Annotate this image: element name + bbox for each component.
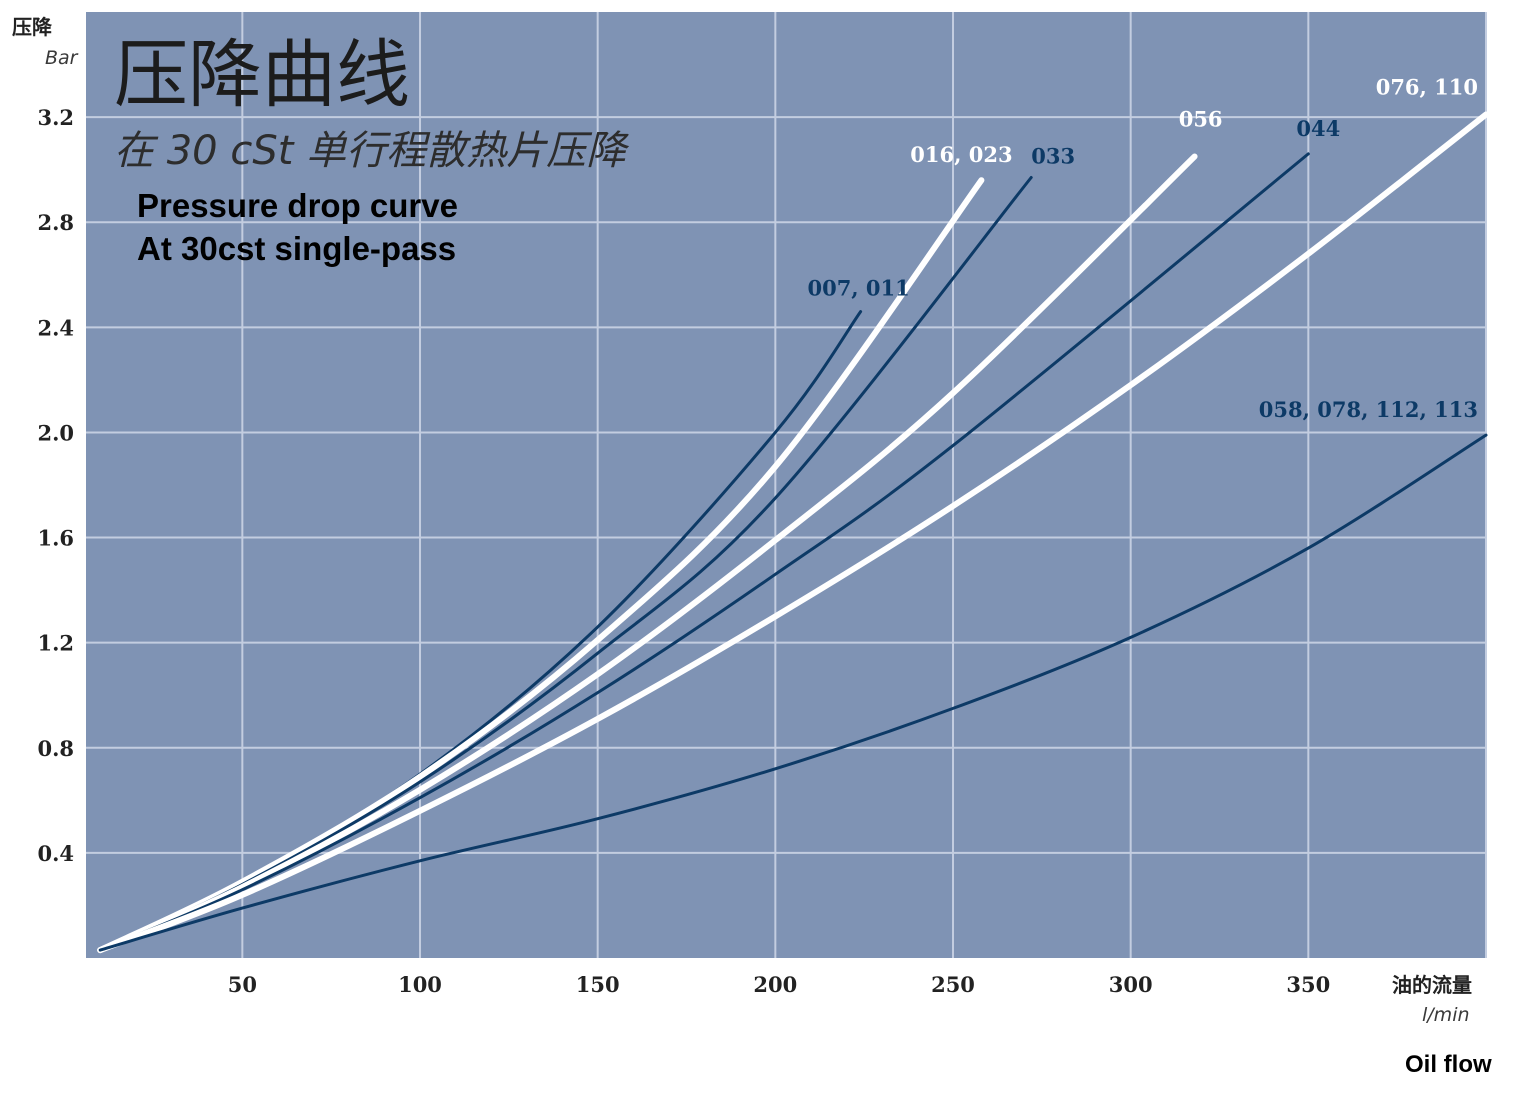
y-tick-label: 0.8 [37, 736, 74, 761]
chart-title-english: Pressure drop curve [137, 187, 458, 224]
x-tick-label: 50 [228, 972, 257, 997]
y-tick-label: 3.2 [37, 105, 74, 130]
y-tick-label: 1.6 [37, 526, 74, 551]
series-label-044: 044 [1296, 116, 1340, 141]
y-tick-label: 0.4 [37, 841, 74, 866]
x-tick-label: 200 [753, 972, 797, 997]
x-axis-title-english: Oil flow [1405, 1051, 1492, 1078]
y-tick-label: 1.2 [37, 631, 74, 656]
axis-tick-labels: 50 100 150 200 250 300 350 0.4 0.8 1.2 1.6 2.0 2.4 2.… [37, 105, 1330, 997]
series-label-058-078-112-113: 058, 078, 112, 113 [1259, 397, 1478, 422]
chart-title: 压降曲线 [114, 32, 410, 118]
series-line-056 [97, 153, 1198, 954]
x-tick-label: 250 [931, 972, 975, 997]
x-tick-label: 150 [576, 972, 620, 997]
series-label-033: 033 [1031, 144, 1075, 169]
x-axis-title: 油的流量 [1392, 973, 1472, 997]
series-label-007-011: 007, 011 [807, 276, 909, 301]
y-tick-label: 2.0 [37, 420, 74, 445]
x-tick-label: 350 [1286, 972, 1330, 997]
series-label-056: 056 [1179, 107, 1223, 132]
series-labels: 007, 011 016, 023 033 056 044 076, 110 058, 07… [807, 74, 1478, 422]
x-tick-label: 300 [1109, 972, 1153, 997]
chart-subtitle: 在 30 cSt 单行程散热片压降 [114, 128, 630, 174]
series-line-058-078-112-113 [98, 433, 1488, 952]
x-axis-unit: l/min [1422, 1004, 1470, 1026]
y-tick-label: 2.8 [37, 210, 74, 235]
series-line-044 [98, 152, 1310, 952]
series-line-016-023 [97, 177, 985, 954]
series-lines [97, 111, 1489, 954]
chart-subtitle-english: At 30cst single-pass [137, 230, 456, 267]
y-tick-label: 2.4 [37, 315, 74, 340]
series-label-076-110: 076, 110 [1376, 74, 1478, 99]
x-tick-label: 100 [398, 972, 442, 997]
series-line-076-110 [97, 111, 1489, 954]
y-axis-unit: Bar [45, 47, 79, 69]
y-axis-title: 压降 [12, 15, 53, 39]
series-label-016-023: 016, 023 [910, 142, 1012, 167]
